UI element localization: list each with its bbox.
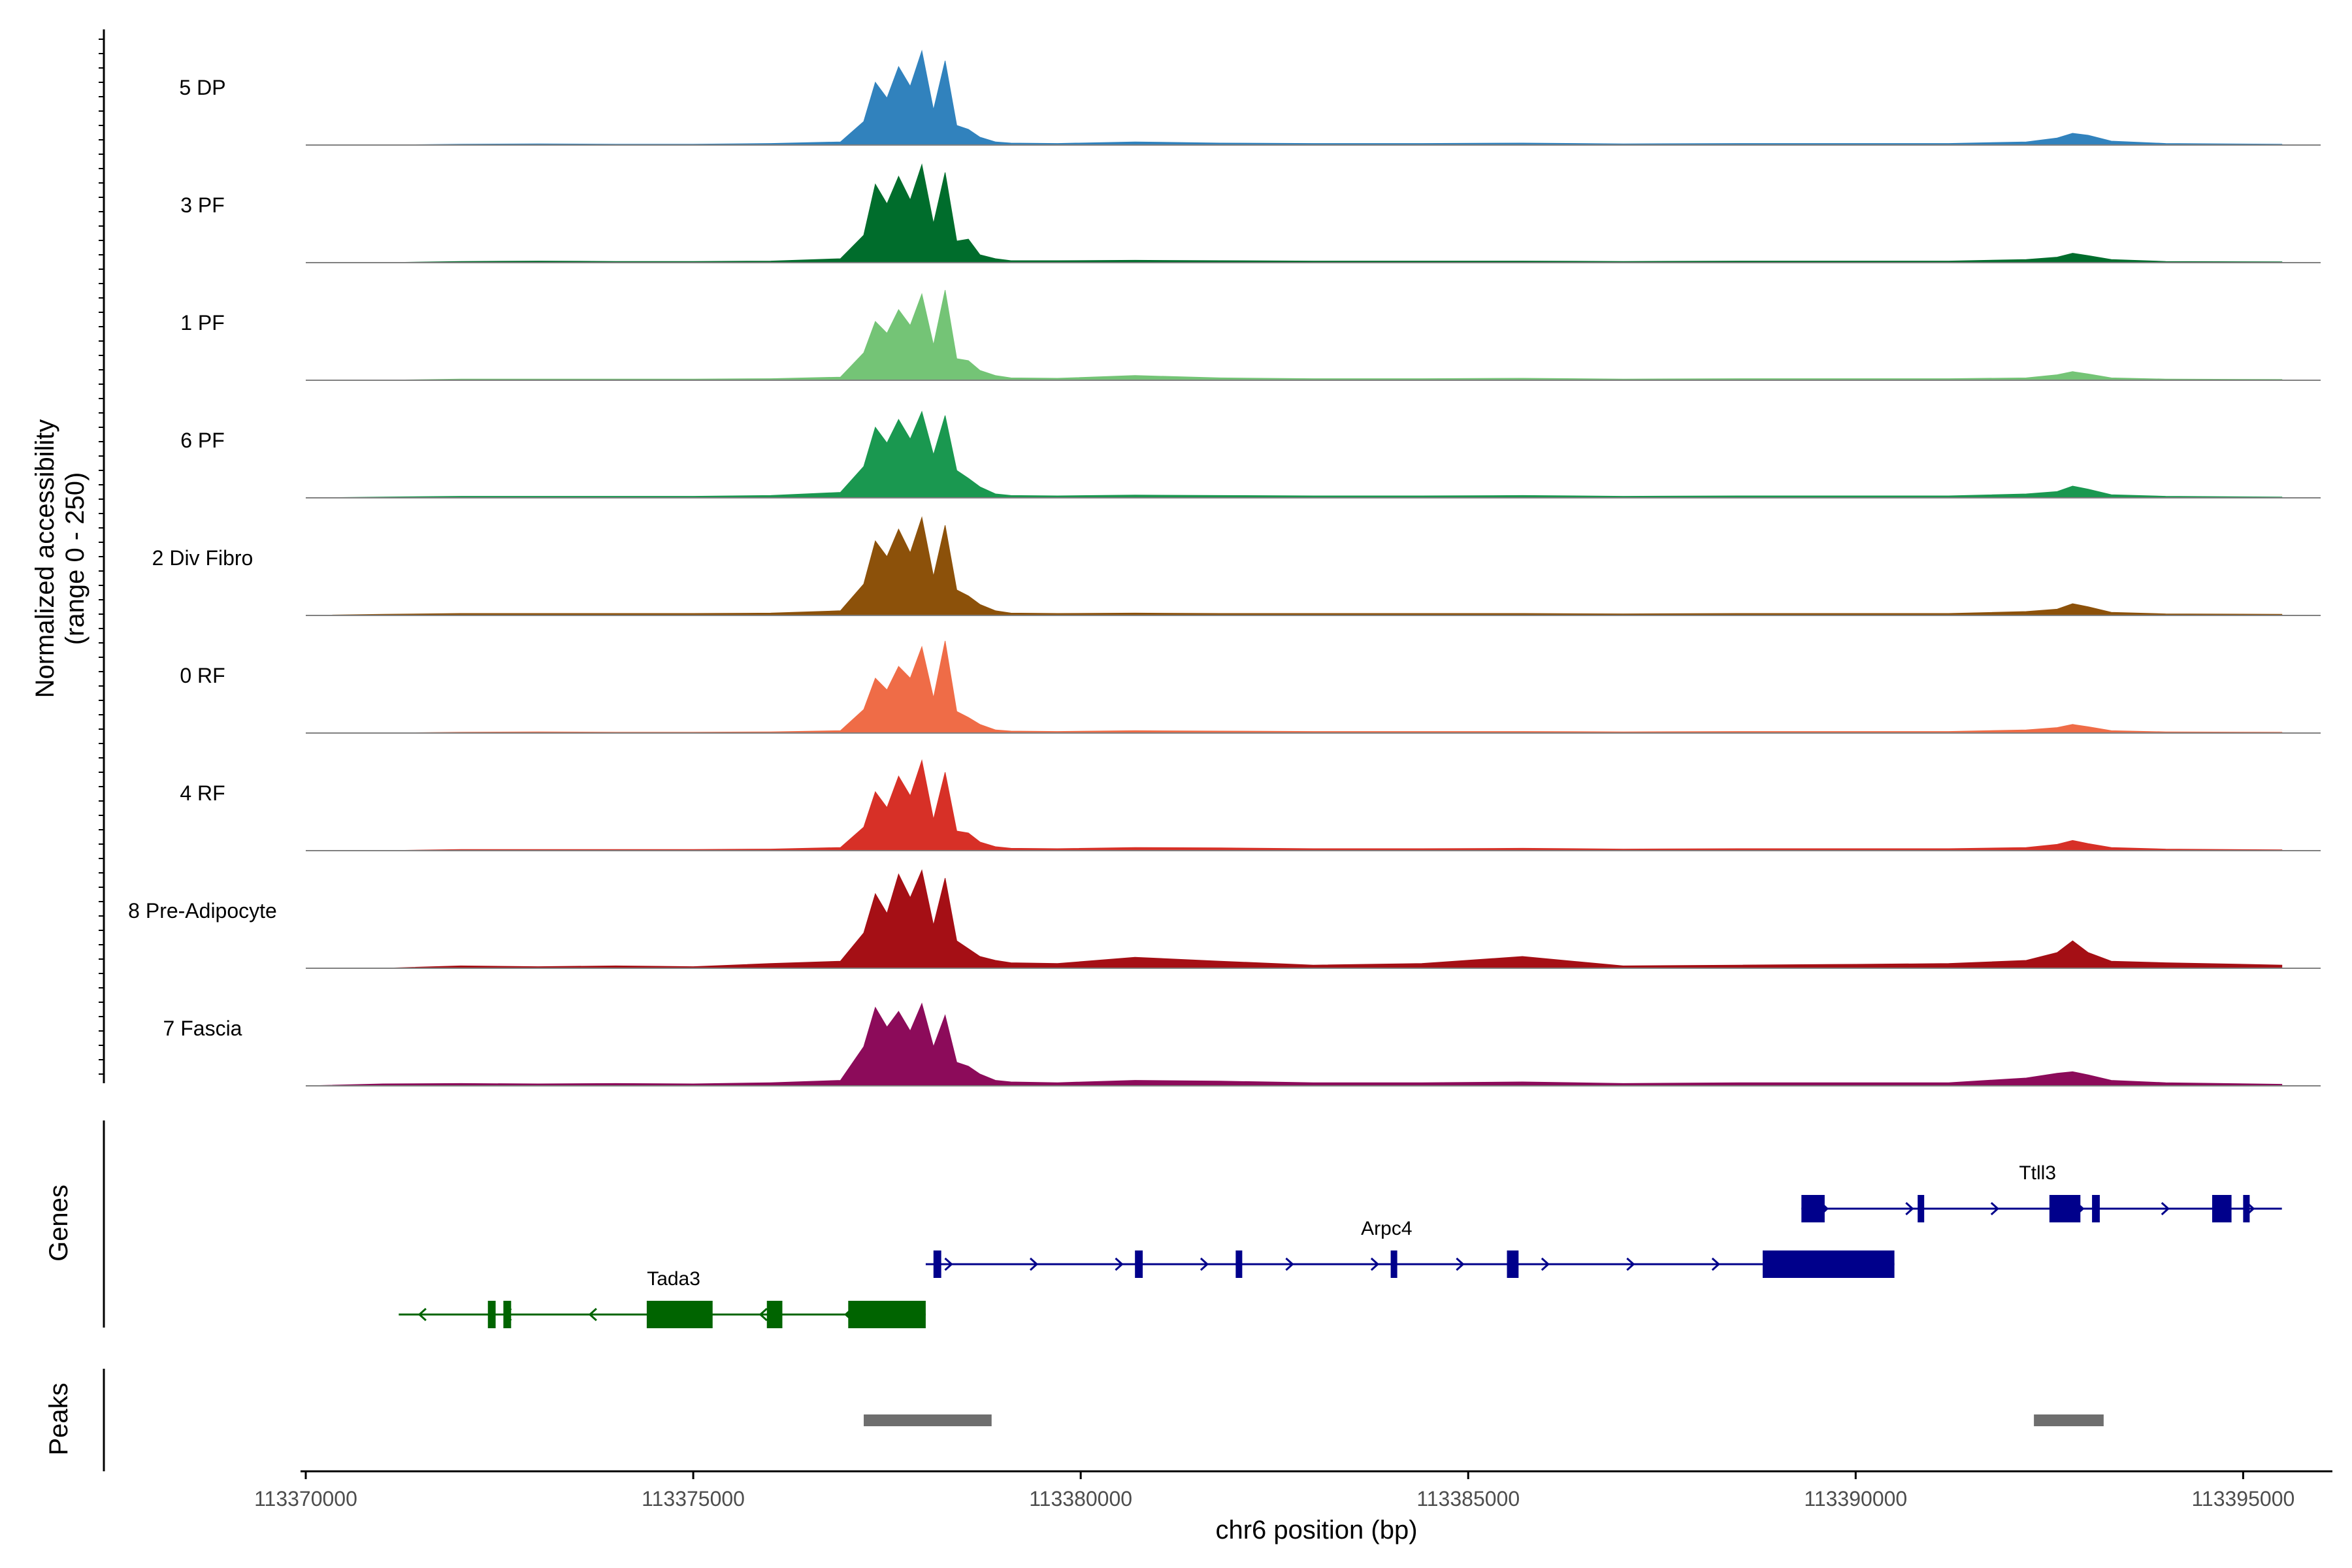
exon-arpc4	[1235, 1250, 1243, 1278]
strand-arrow	[944, 1257, 953, 1271]
strand-arrow	[1029, 1257, 1039, 1271]
strand-arrow	[1626, 1257, 1635, 1271]
strand-arrow	[2161, 1201, 2170, 1216]
coverage-area-8	[305, 1002, 2283, 1086]
exon-ttll3	[1918, 1195, 1925, 1222]
exon-ttll3	[2049, 1195, 2081, 1222]
track-label-8: 7 Fascia	[163, 1017, 242, 1040]
exon-tada3	[503, 1301, 512, 1328]
track-label-3: 6 PF	[180, 429, 225, 452]
exon-ttll3	[2212, 1195, 2232, 1222]
coverage-area-7	[306, 869, 2283, 969]
coverage-area-5	[306, 640, 2283, 734]
strand-arrow	[1541, 1257, 1550, 1271]
exon-arpc4	[933, 1250, 941, 1278]
coverage-area-2	[306, 289, 2283, 381]
exon-arpc4	[1135, 1250, 1143, 1278]
track-label-5: 0 RF	[180, 664, 225, 687]
exon-ttll3	[2092, 1195, 2100, 1222]
strand-arrow	[417, 1307, 427, 1322]
coverage-area-0	[306, 50, 2283, 146]
track-label-0: 5 DP	[179, 76, 225, 99]
strand-arrow	[1711, 1257, 1721, 1271]
coverage-area-3	[305, 410, 2283, 498]
exon-arpc4	[1390, 1250, 1397, 1278]
coverage-y-ticks	[99, 39, 104, 1075]
y-axis-range-label: (range 0 - 250)	[61, 472, 90, 645]
x-tick-label: 113390000	[1804, 1487, 1907, 1511]
peak-region-0	[864, 1414, 992, 1426]
strand-arrow	[1200, 1257, 1209, 1271]
exon-ttll3	[1801, 1195, 1825, 1222]
coverage-area-6	[306, 759, 2283, 851]
peaks-panel-title: Peaks	[44, 1382, 73, 1455]
strand-arrow	[1115, 1257, 1124, 1271]
strand-arrow	[1990, 1201, 2000, 1216]
gene-label-arpc4: Arpc4	[1361, 1218, 1412, 1239]
track-label-1: 3 PF	[180, 193, 225, 217]
track-label-4: 2 Div Fibro	[152, 546, 253, 570]
genes-panel-title: Genes	[44, 1184, 73, 1262]
x-tick-label: 113395000	[2191, 1487, 2295, 1511]
coverage-tracks: 5 DP 3 PF 1 PF 6 PF 2 Div Fibro 0 RF 4 RF 8 Pre…	[128, 50, 2321, 1086]
exon-ttll3	[2243, 1195, 2250, 1222]
x-tick-label: 113370000	[254, 1487, 357, 1511]
exon-arpc4	[1762, 1250, 1895, 1278]
strand-arrow	[1370, 1257, 1380, 1271]
exon-arpc4	[1507, 1250, 1519, 1278]
gene-annotations: Tada3 Arpc4 Ttll3	[399, 1162, 2282, 1328]
coverage-area-4	[305, 516, 2283, 616]
exon-tada3	[487, 1301, 496, 1328]
peak-region-1	[2034, 1414, 2104, 1426]
strand-arrow	[1285, 1257, 1294, 1271]
x-axis-title: chr6 position (bp)	[1215, 1516, 1417, 1544]
x-tick-label: 113385000	[1416, 1487, 1520, 1511]
x-tick-label: 113380000	[1029, 1487, 1132, 1511]
y-axis-title: Normalized accessibility	[31, 419, 59, 698]
peak-annotations	[864, 1414, 2104, 1426]
exon-tada3	[646, 1301, 713, 1328]
gene-label-tada3: Tada3	[647, 1268, 700, 1290]
track-label-7: 8 Pre-Adipocyte	[128, 899, 277, 923]
gene-label-ttll3: Ttll3	[2019, 1162, 2056, 1184]
exon-tada3	[766, 1301, 783, 1328]
x-axis-ticks: 113370000 113375000 113380000 113385000 1133…	[254, 1471, 2295, 1511]
strand-arrow	[588, 1307, 597, 1322]
strand-arrow	[1905, 1201, 1914, 1216]
strand-arrow	[759, 1307, 768, 1322]
coverage-area-1	[306, 163, 2283, 263]
strand-arrow	[1456, 1257, 1465, 1271]
exon-tada3	[848, 1301, 926, 1328]
x-tick-label: 113375000	[642, 1487, 745, 1511]
track-label-6: 4 RF	[180, 781, 225, 805]
track-label-2: 1 PF	[180, 311, 225, 335]
